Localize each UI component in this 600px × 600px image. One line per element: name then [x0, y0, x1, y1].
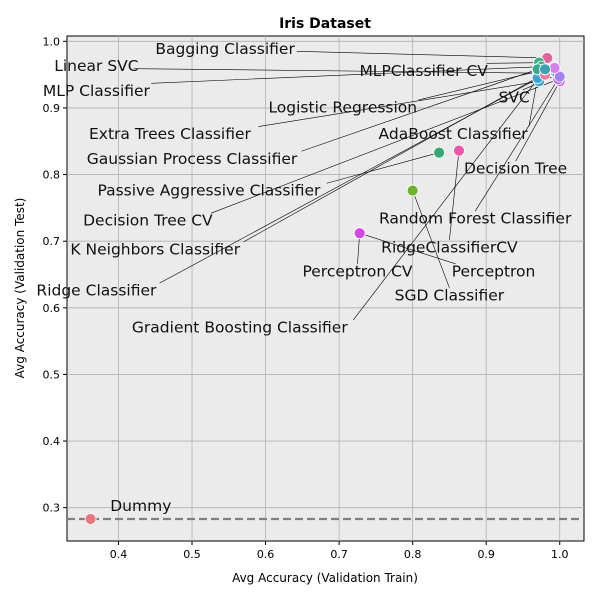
y-tick-label: 0.5 — [43, 368, 61, 381]
point-label: MLPClassifier CV — [359, 62, 488, 80]
x-tick-label: 0.5 — [183, 548, 201, 561]
x-tick-label: 0.8 — [404, 548, 422, 561]
annotation-line — [258, 81, 540, 127]
point-label: K Neighbors Classifier — [70, 240, 240, 258]
y-tick-label: 0.7 — [43, 235, 61, 248]
point-label: Decision Tree — [464, 160, 567, 178]
point-label: SGD Classifier — [395, 286, 505, 304]
y-tick-label: 0.3 — [43, 502, 61, 515]
y-tick-label: 0.4 — [43, 435, 61, 448]
annotation-line — [412, 190, 450, 288]
x-tick-label: 1.0 — [551, 548, 569, 561]
point-label: Passive Aggressive Classifier — [97, 182, 321, 200]
x-tick-label: 0.7 — [330, 548, 348, 561]
y-tick-label: 1.0 — [43, 35, 61, 48]
point-label: Perceptron — [452, 262, 536, 280]
annotation-lines — [134, 51, 560, 320]
data-point — [84, 513, 97, 525]
x-tick-label: 0.9 — [477, 548, 495, 561]
data-point — [406, 184, 419, 197]
data-point — [353, 227, 366, 240]
x-axis-ticks: 0.4 0.5 0.6 0.7 0.8 0.9 1.0 — [110, 541, 569, 561]
point-label: MLP Classifier — [43, 82, 151, 100]
point-label: Gaussian Process Classifier — [87, 150, 298, 168]
annotation-line — [301, 69, 538, 152]
annotation-line — [474, 76, 560, 212]
data-point — [453, 144, 465, 157]
point-label: Ridge Classifier — [36, 282, 157, 300]
point-label: Random Forest Classifier — [379, 210, 572, 228]
annotation-line — [151, 66, 542, 84]
point-label: Gradient Boosting Classifier — [132, 318, 348, 336]
point-label: Dummy — [110, 497, 171, 515]
annotation-line — [449, 150, 460, 240]
point-label: AdaBoost Classifier — [379, 125, 529, 143]
x-axis-label: Avg Accuracy (Validation Train) — [232, 571, 418, 585]
data-point — [553, 70, 566, 83]
annotation-line — [353, 69, 546, 320]
point-label: RidgeClassifierCV — [381, 238, 518, 256]
annotation-line — [326, 152, 440, 184]
point-label: Perceptron CV — [302, 262, 412, 280]
y-tick-label: 0.6 — [43, 302, 61, 315]
point-label: Logistic Regression — [268, 98, 417, 116]
annotation-line — [210, 79, 559, 214]
x-tick-label: 0.6 — [257, 548, 275, 561]
annotation-line — [296, 51, 548, 59]
data-point — [539, 63, 551, 76]
point-label: Decision Tree CV — [83, 212, 213, 230]
point-label: Bagging Classifier — [155, 40, 295, 58]
annotation-labels: Bagging Classifier Linear SVC MLPClassifie… — [36, 40, 572, 515]
y-axis-label: Avg Accuracy (Validation Test) — [13, 198, 27, 379]
y-axis-ticks: 0.3 0.4 0.5 0.6 0.7 0.8 0.9 1.0 — [43, 35, 67, 515]
annotation-line — [159, 74, 546, 284]
x-tick-label: 0.4 — [110, 548, 128, 561]
annotation-line — [515, 81, 560, 162]
chart-title: Iris Dataset — [279, 16, 371, 32]
annotation-line — [243, 67, 555, 243]
y-tick-label: 0.9 — [43, 102, 61, 115]
y-tick-label: 0.8 — [43, 169, 61, 182]
data-point — [433, 146, 446, 159]
data-points — [84, 52, 566, 525]
grid-lines — [67, 36, 584, 541]
annotation-line — [134, 68, 557, 74]
plot-area — [66, 35, 585, 542]
point-label: Extra Trees Classifier — [89, 125, 252, 143]
point-label: Linear SVC — [54, 57, 138, 75]
point-label: SVC — [499, 88, 530, 106]
annotation-line — [486, 62, 540, 64]
